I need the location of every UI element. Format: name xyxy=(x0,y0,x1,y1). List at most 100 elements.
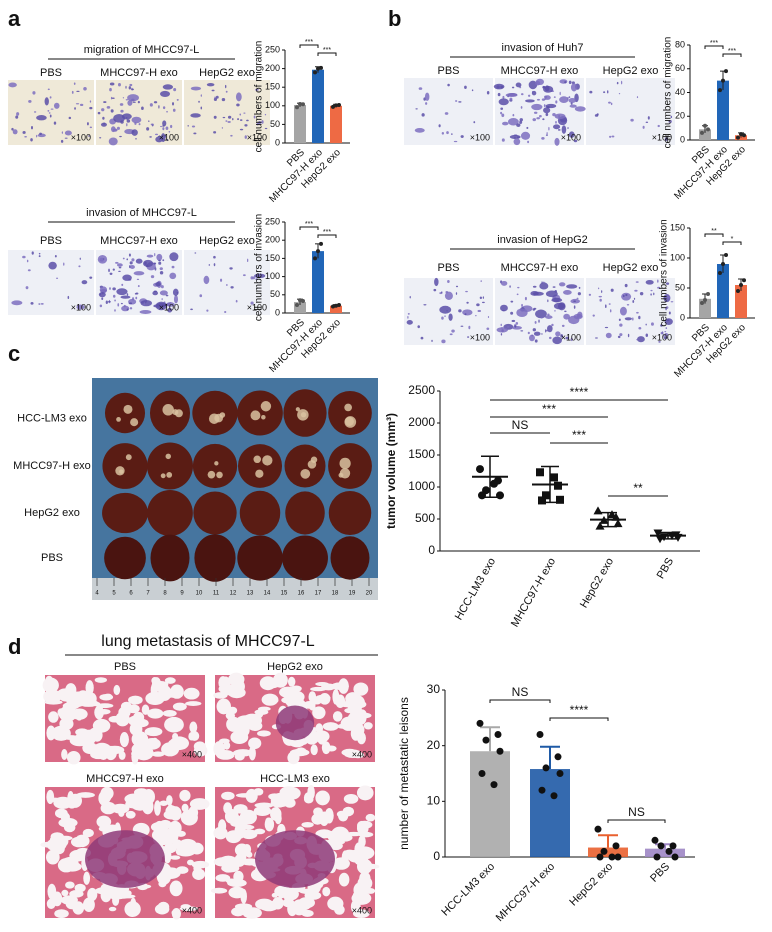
cell xyxy=(162,127,165,131)
cell xyxy=(63,262,65,266)
alveolus xyxy=(274,812,282,825)
lesion xyxy=(85,830,165,888)
cell xyxy=(125,85,127,89)
cell xyxy=(619,306,627,316)
alveolus xyxy=(308,892,317,898)
cell xyxy=(517,286,520,289)
significance-bracket xyxy=(607,819,666,823)
cell xyxy=(417,325,420,329)
cell xyxy=(632,317,634,321)
alveolus xyxy=(365,813,376,822)
alveolus xyxy=(61,889,69,897)
cell xyxy=(645,279,654,285)
bar xyxy=(530,769,570,857)
cell xyxy=(554,113,566,120)
cell xyxy=(198,100,200,103)
cell xyxy=(235,92,242,102)
alveolus xyxy=(69,861,77,868)
micrograph-label: HepG2 exo xyxy=(199,235,255,247)
cell xyxy=(545,315,553,319)
cell xyxy=(168,130,171,133)
cell xyxy=(67,295,70,300)
cell xyxy=(670,115,673,119)
cell xyxy=(668,120,672,124)
cell xyxy=(433,288,437,292)
cell xyxy=(105,300,108,305)
cell xyxy=(137,284,140,288)
cell xyxy=(229,267,233,270)
cell xyxy=(99,257,104,262)
cell xyxy=(237,118,240,121)
cell xyxy=(513,138,521,146)
cell xyxy=(159,270,164,275)
cell xyxy=(617,335,621,339)
cell xyxy=(624,317,632,321)
alveolus xyxy=(301,821,314,828)
cell xyxy=(106,106,111,109)
cell xyxy=(162,106,166,110)
alveolus xyxy=(87,887,98,902)
cell xyxy=(554,137,560,146)
data-point xyxy=(476,719,484,727)
liver xyxy=(147,489,193,537)
y-tick-label: 1000 xyxy=(408,479,435,493)
cell xyxy=(444,291,453,300)
cell xyxy=(493,83,505,90)
cell xyxy=(500,323,502,327)
bar xyxy=(470,751,510,857)
cell xyxy=(501,113,505,118)
cell xyxy=(545,134,548,136)
cell xyxy=(445,290,449,294)
cell xyxy=(53,102,60,109)
cell xyxy=(126,258,129,261)
cell xyxy=(468,325,471,330)
cell xyxy=(264,113,267,116)
data-point xyxy=(657,842,665,850)
cell xyxy=(407,313,410,315)
ruler-number: 20 xyxy=(366,591,373,597)
cell xyxy=(568,315,580,325)
cell xyxy=(653,292,655,296)
cell xyxy=(650,322,654,326)
cell xyxy=(660,324,663,327)
x-tick-label: PBS xyxy=(655,556,676,581)
ruler-number: 14 xyxy=(264,591,271,597)
cell xyxy=(576,314,580,318)
y-tick-label: 0 xyxy=(428,543,435,557)
nodule xyxy=(208,413,220,424)
alveolus xyxy=(274,885,292,898)
alveolus xyxy=(75,732,95,742)
x-tick-label: MHCC97-H exo xyxy=(494,861,557,924)
cell xyxy=(191,125,196,128)
cell xyxy=(509,97,513,101)
significance-bracket xyxy=(317,52,337,56)
cell xyxy=(570,102,573,105)
cell xyxy=(542,118,545,121)
cell xyxy=(558,129,560,131)
cell xyxy=(155,281,161,287)
cell xyxy=(99,286,108,294)
cell xyxy=(568,131,575,138)
cell xyxy=(458,101,462,103)
cell xyxy=(211,89,215,92)
nodule xyxy=(262,455,273,466)
alveolus xyxy=(225,830,242,844)
cell xyxy=(131,129,138,136)
cell xyxy=(122,274,132,281)
cell xyxy=(554,310,556,312)
alveolus xyxy=(183,687,200,700)
cell xyxy=(569,104,577,108)
data-point xyxy=(669,842,677,850)
cell xyxy=(162,120,167,127)
cell xyxy=(239,113,242,116)
cell xyxy=(227,115,232,119)
y-axis-label: cell numbers of migration xyxy=(663,37,674,149)
y-tick-label: 150 xyxy=(670,222,685,232)
cell xyxy=(47,88,50,91)
cell xyxy=(666,282,670,285)
cell xyxy=(543,104,546,108)
cell xyxy=(573,300,577,302)
cell xyxy=(501,138,505,142)
nodule xyxy=(297,409,309,421)
alveolus xyxy=(98,750,108,761)
